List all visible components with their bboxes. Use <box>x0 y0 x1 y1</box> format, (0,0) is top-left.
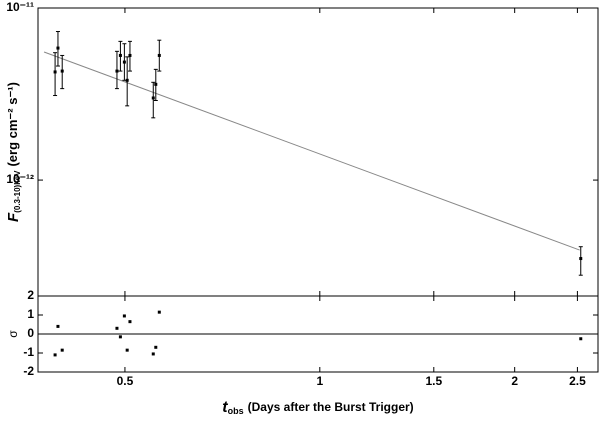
x-tick-label: 1.5 <box>425 374 442 388</box>
y-label-main: F <box>5 212 22 222</box>
x-tick-label: 2.5 <box>569 374 586 388</box>
x-label-main: t <box>222 399 228 416</box>
point <box>115 326 119 330</box>
point <box>154 345 158 349</box>
y-tick-label: 1 <box>27 307 34 321</box>
point <box>118 53 122 57</box>
point <box>125 78 129 82</box>
point <box>60 348 64 352</box>
point <box>56 46 60 50</box>
y-label-sub: (0.3-10)keV <box>13 170 22 213</box>
y-tick-label: 0 <box>27 326 34 340</box>
point <box>157 53 161 57</box>
point <box>56 324 60 328</box>
point <box>53 353 57 357</box>
x-label-sub: obs <box>228 406 244 416</box>
point <box>122 60 126 64</box>
point <box>151 96 155 100</box>
point <box>115 69 119 73</box>
y-tick-label: 10⁻¹¹ <box>6 0 34 14</box>
point <box>579 257 583 261</box>
point <box>151 352 155 356</box>
y-tick-label: -1 <box>23 345 34 359</box>
x-axis-label: tobs (Days after the Burst Trigger) <box>222 399 413 416</box>
x-label-rest: (Days after the Burst Trigger) <box>248 400 414 414</box>
point <box>579 337 583 341</box>
y-tick-label: 10⁻¹² <box>6 172 34 186</box>
y-tick-label: -2 <box>23 364 34 378</box>
x-tick-label: 1 <box>316 374 323 388</box>
point <box>154 82 158 86</box>
y-tick-label: 2 <box>27 288 34 302</box>
y-label-unit: (erg cm⁻² s⁻¹) <box>5 82 20 167</box>
plot-frame <box>37 7 599 297</box>
point <box>128 53 132 57</box>
point <box>125 348 129 352</box>
fit-line <box>43 51 580 251</box>
x-tick-label: 2 <box>511 374 518 388</box>
point <box>157 310 161 314</box>
residual-y-label: σ <box>6 330 20 338</box>
y-axis-label: F(0.3-10)keV (erg cm⁻² s⁻¹) <box>5 82 22 222</box>
point <box>60 69 64 73</box>
point <box>53 70 57 74</box>
point <box>128 320 132 324</box>
point <box>122 314 126 318</box>
x-tick-label: 0.5 <box>117 374 134 388</box>
point <box>118 335 122 339</box>
